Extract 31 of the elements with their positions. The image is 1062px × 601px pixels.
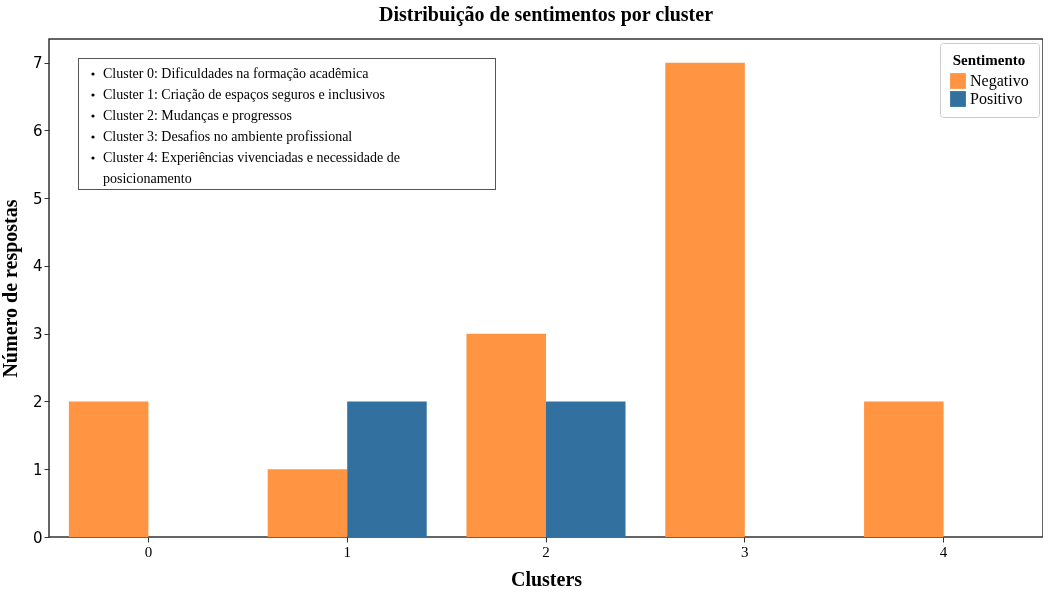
bar (864, 401, 944, 537)
y-axis-title: Número de respostas (0, 199, 22, 378)
legend-label: Positivo (970, 90, 1023, 107)
bar (68, 401, 149, 537)
bar (347, 401, 427, 537)
bar (466, 333, 546, 537)
x-tick-label: 1 (343, 543, 351, 560)
y-tick-label: 6 (32, 121, 43, 140)
y-tick-label: 0 (32, 528, 43, 547)
x-tick-label: 2 (542, 543, 550, 560)
x-tick-label: 0 (144, 543, 153, 560)
x-tick-label: 3 (741, 543, 749, 560)
y-tick-label: 7 (32, 54, 43, 73)
x-axis-title: Clusters (510, 567, 583, 590)
bar (267, 469, 348, 537)
chart-title: Distribuição de sentimentos por cluster (378, 3, 714, 26)
bar (665, 62, 745, 537)
annotation: Cluster 1: Criação de espaços seguros e inclusivos (103, 87, 385, 102)
y-tick-label: 5 (32, 189, 43, 208)
y-tick-label: 4 (32, 257, 43, 276)
annotation: Cluster 2: Mudanças e progressos (103, 108, 292, 123)
bar (546, 401, 626, 537)
annotation: Cluster 4: Experiências vivenciadas e necessidade de posicionamento (103, 150, 400, 186)
annotation: Cluster 0: Dificuldades na formação acadêmica (103, 66, 369, 81)
x-tick-label: 4 (939, 543, 948, 560)
legend-title: Sentimento (952, 52, 1026, 68)
legend-label: Negativo (970, 72, 1029, 90)
y-tick-label: 3 (32, 325, 43, 344)
y-tick-label: 2 (32, 392, 43, 411)
y-tick-label: 1 (32, 460, 43, 479)
annotation: Cluster 3: Desafios no ambiente profissional (103, 129, 353, 144)
